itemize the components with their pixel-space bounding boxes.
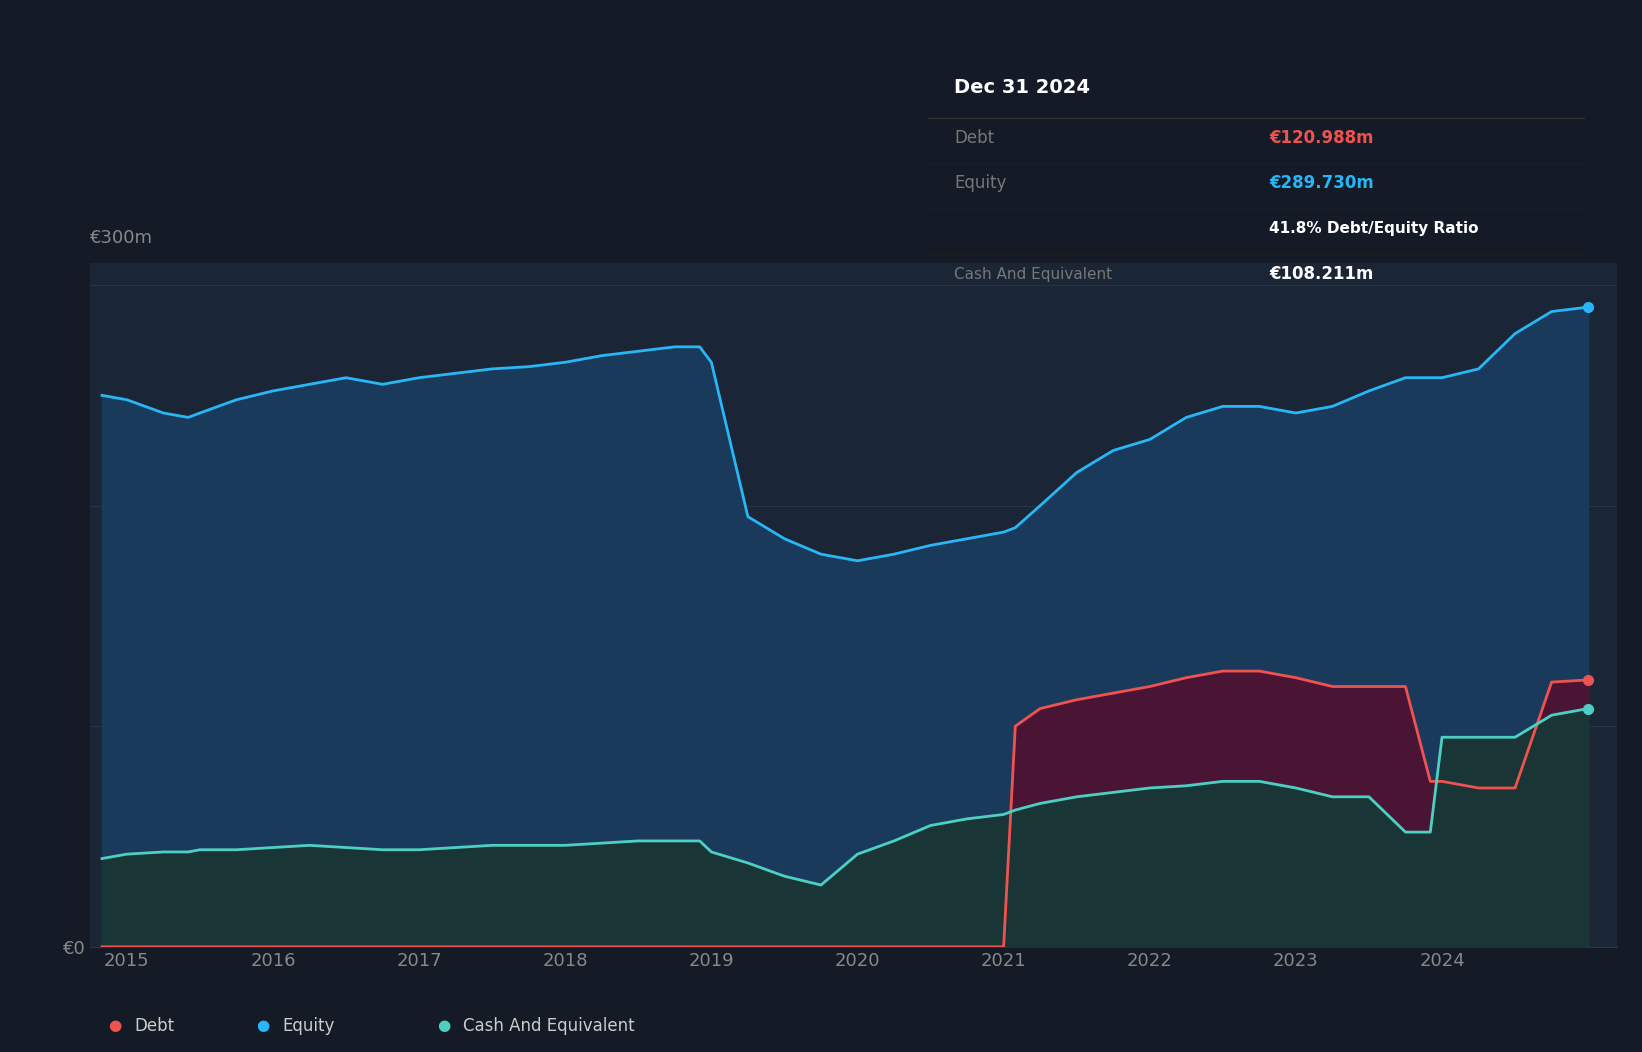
- Text: ●: ●: [437, 1018, 450, 1033]
- Text: Cash And Equivalent: Cash And Equivalent: [463, 1016, 635, 1035]
- Text: Cash And Equivalent: Cash And Equivalent: [954, 267, 1112, 282]
- Text: Equity: Equity: [282, 1016, 335, 1035]
- Text: €289.730m: €289.730m: [1269, 175, 1374, 193]
- Text: ●: ●: [108, 1018, 122, 1033]
- Text: €108.211m: €108.211m: [1269, 265, 1374, 283]
- Text: Dec 31 2024: Dec 31 2024: [954, 78, 1090, 97]
- Text: €120.988m: €120.988m: [1269, 129, 1374, 147]
- Text: Debt: Debt: [954, 129, 993, 147]
- Text: Debt: Debt: [135, 1016, 174, 1035]
- Text: Equity: Equity: [954, 175, 1007, 193]
- Text: ●: ●: [256, 1018, 269, 1033]
- Text: €300m: €300m: [90, 229, 153, 247]
- Text: 41.8% Debt/Equity Ratio: 41.8% Debt/Equity Ratio: [1269, 221, 1479, 237]
